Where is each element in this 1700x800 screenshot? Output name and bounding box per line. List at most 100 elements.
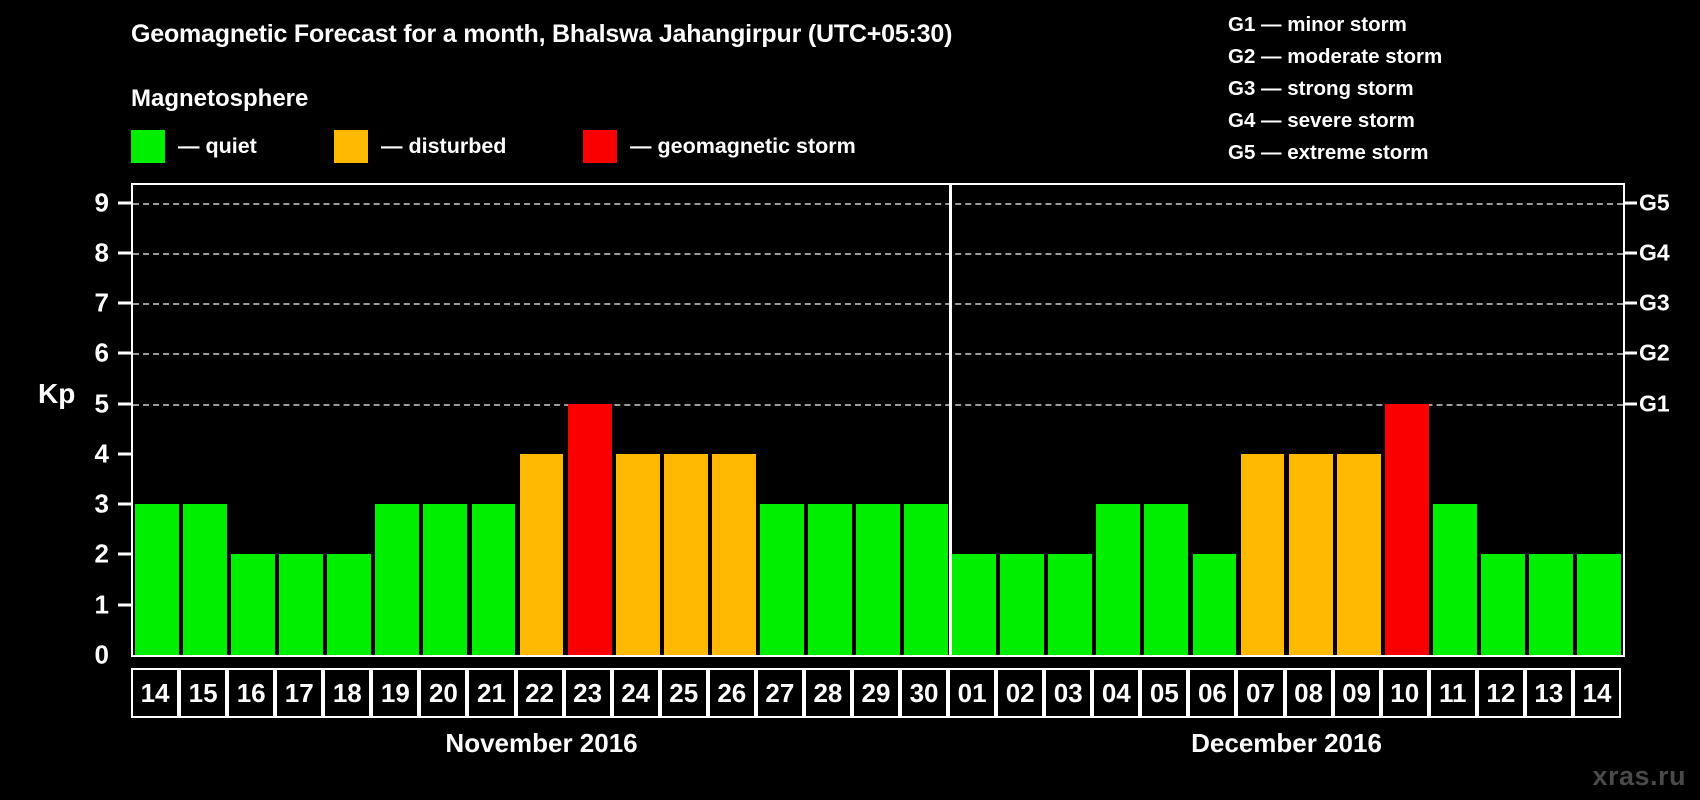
y-tick-label-0: 0	[94, 639, 109, 670]
day-label-08[interactable]: 08	[1284, 668, 1333, 718]
day-label-05[interactable]: 05	[1140, 668, 1189, 718]
right-tick-mark-G1	[1625, 402, 1637, 406]
bar-19[interactable]	[375, 504, 420, 655]
bar-22[interactable]	[519, 453, 564, 655]
bar-14[interactable]	[1577, 554, 1621, 655]
day-label-07[interactable]: 07	[1236, 668, 1285, 718]
right-tick-label-G1: G1	[1639, 390, 1670, 417]
day-label-14[interactable]: 14	[1572, 668, 1621, 718]
right-tick-label-G2: G2	[1639, 339, 1670, 366]
gridline-kp-9	[133, 202, 1623, 205]
month-label-2: December 2016	[1191, 728, 1382, 758]
bar-06[interactable]	[1192, 554, 1237, 655]
day-label-10[interactable]: 10	[1380, 668, 1429, 718]
month-label-1: November 2016	[445, 728, 638, 758]
y-tick-mark-5	[118, 402, 131, 406]
y-tick-label-1: 1	[94, 589, 109, 620]
day-label-16[interactable]: 16	[227, 668, 276, 718]
day-label-27[interactable]: 27	[755, 668, 804, 718]
day-label-21[interactable]: 21	[467, 668, 516, 718]
y-tick-label-8: 8	[94, 237, 109, 268]
day-label-23[interactable]: 23	[563, 668, 612, 718]
storm-scale-legend: G1 — minor storm G2 — moderate storm G3 …	[1228, 9, 1442, 169]
day-label-25[interactable]: 25	[659, 668, 708, 718]
y-tick-mark-9	[118, 201, 131, 205]
month-divider	[948, 185, 952, 655]
y-tick-mark-1	[118, 603, 131, 607]
bar-12[interactable]	[1480, 554, 1525, 655]
bar-24[interactable]	[615, 453, 660, 655]
bar-28[interactable]	[808, 504, 852, 655]
day-label-15[interactable]: 15	[179, 668, 228, 718]
day-label-17[interactable]: 17	[275, 668, 324, 718]
day-label-26[interactable]: 26	[707, 668, 756, 718]
day-label-09[interactable]: 09	[1332, 668, 1381, 718]
bar-08[interactable]	[1288, 453, 1333, 655]
bar-10[interactable]	[1384, 403, 1429, 655]
plot-area	[131, 183, 1625, 657]
y-tick-label-2: 2	[94, 538, 109, 569]
bar-01[interactable]	[952, 554, 997, 655]
day-label-12[interactable]: 12	[1476, 668, 1525, 718]
day-label-22[interactable]: 22	[515, 668, 564, 718]
right-tick-mark-G5	[1625, 201, 1637, 205]
legend-item-0: — quiet	[131, 129, 257, 163]
day-label-20[interactable]: 20	[419, 668, 468, 718]
bar-04[interactable]	[1096, 504, 1141, 655]
day-label-03[interactable]: 03	[1044, 668, 1093, 718]
day-label-18[interactable]: 18	[323, 668, 372, 718]
gridline-kp-5	[133, 403, 1623, 406]
day-label-13[interactable]: 13	[1524, 668, 1573, 718]
day-label-30[interactable]: 30	[900, 668, 949, 718]
bar-29[interactable]	[856, 504, 900, 655]
day-label-01[interactable]: 01	[948, 668, 997, 718]
bar-09[interactable]	[1336, 453, 1381, 655]
y-tick-mark-8	[118, 251, 131, 255]
storm-scale-g5: G5 — extreme storm	[1228, 141, 1429, 164]
legend-label: — disturbed	[381, 133, 507, 158]
bar-27[interactable]	[759, 504, 804, 655]
right-tick-label-G4: G4	[1639, 239, 1670, 266]
bar-26[interactable]	[711, 453, 756, 655]
gridline-kp-7	[133, 303, 1623, 306]
bar-30[interactable]	[904, 504, 948, 655]
bar-20[interactable]	[423, 504, 468, 655]
day-label-02[interactable]: 02	[996, 668, 1045, 718]
bar-17[interactable]	[279, 554, 324, 655]
day-label-06[interactable]: 06	[1188, 668, 1237, 718]
day-label-29[interactable]: 29	[851, 668, 901, 718]
bar-23[interactable]	[567, 403, 612, 655]
y-tick-label-6: 6	[94, 337, 109, 368]
bar-13[interactable]	[1528, 554, 1573, 655]
bar-03[interactable]	[1048, 554, 1093, 655]
bar-02[interactable]	[1000, 554, 1045, 655]
bar-15[interactable]	[183, 504, 228, 655]
watermark: xras.ru	[1592, 761, 1686, 791]
day-label-14[interactable]: 14	[131, 668, 180, 718]
day-label-19[interactable]: 19	[371, 668, 420, 718]
gridline-kp-6	[133, 353, 1623, 356]
day-label-04[interactable]: 04	[1092, 668, 1141, 718]
bar-18[interactable]	[327, 554, 372, 655]
page-title: Geomagnetic Forecast for a month, Bhalsw…	[131, 20, 953, 48]
y-axis: 0 1 2 3 4 5 6 7 8 9	[0, 183, 131, 670]
y-tick-label-7: 7	[94, 287, 109, 318]
bar-11[interactable]	[1432, 504, 1477, 655]
gridline-kp-8	[133, 252, 1623, 255]
y-tick-label-5: 5	[94, 388, 109, 419]
y-tick-label-3: 3	[94, 488, 109, 519]
legend-swatch-icon	[583, 129, 617, 163]
bar-14[interactable]	[135, 504, 179, 655]
bar-05[interactable]	[1144, 504, 1189, 655]
legend-label: — geomagnetic storm	[630, 133, 856, 158]
right-axis-storm-scale: G1 G2 G3 G4 G5	[1625, 183, 1700, 657]
bar-25[interactable]	[663, 453, 708, 655]
legend-swatch-icon	[131, 129, 165, 163]
day-label-11[interactable]: 11	[1428, 668, 1477, 718]
bar-07[interactable]	[1240, 453, 1285, 655]
y-tick-mark-6	[118, 351, 131, 355]
bar-21[interactable]	[471, 504, 516, 655]
bar-16[interactable]	[231, 554, 276, 655]
day-label-28[interactable]: 28	[803, 668, 852, 718]
day-label-24[interactable]: 24	[611, 668, 660, 718]
